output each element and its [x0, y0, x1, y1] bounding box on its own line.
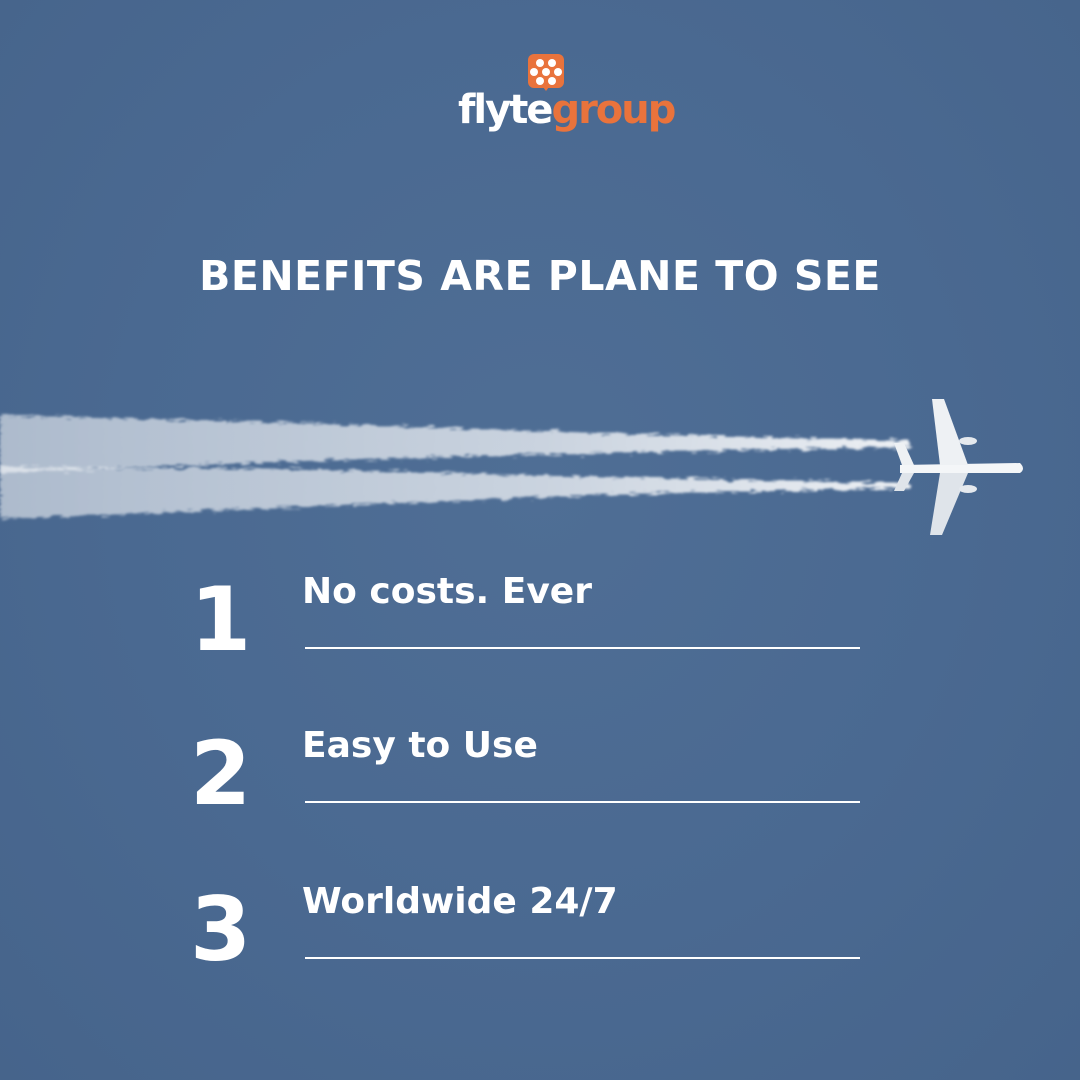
benefit-item-3: 3 Worldwide 24/7 — [0, 880, 1080, 980]
benefit-item-1: 1 No costs. Ever — [0, 570, 1080, 670]
flytegroup-logo: flytegroup — [448, 50, 676, 140]
benefit-number: 1 — [190, 568, 252, 671]
benefit-label: Worldwide 24/7 — [302, 881, 618, 922]
contrail-lower — [0, 467, 910, 519]
benefit-item-2: 2 Easy to Use — [0, 724, 1080, 824]
benefit-label: No costs. Ever — [302, 571, 592, 612]
logo-wordmark: flytegroup — [458, 80, 676, 140]
logo-text-group: group — [551, 87, 676, 133]
page-title: BENEFITS ARE PLANE TO SEE — [199, 252, 881, 300]
benefit-number: 2 — [190, 722, 252, 825]
contrail-upper — [0, 415, 910, 473]
hexagon-dots-logo-icon — [528, 54, 564, 91]
contrail-illustration — [0, 399, 1023, 535]
logo-text-flyte: flyte — [458, 87, 553, 133]
benefit-number: 3 — [190, 878, 252, 981]
airplane-icon — [894, 399, 1023, 535]
divider — [305, 647, 860, 649]
divider — [305, 957, 860, 959]
divider — [305, 801, 860, 803]
benefit-label: Easy to Use — [302, 725, 538, 766]
